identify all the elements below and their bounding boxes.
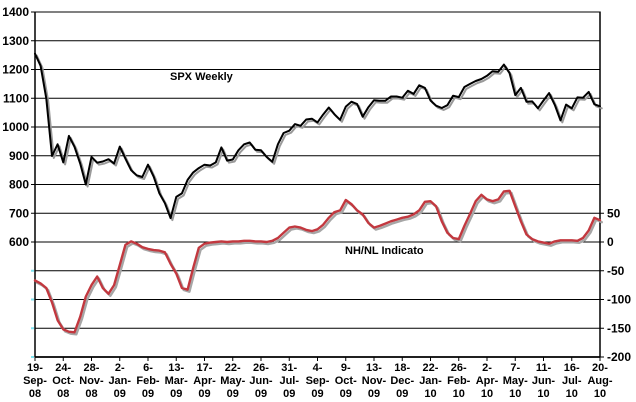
left-axis-tick-label: 800 xyxy=(9,178,29,192)
x-axis-tick-label: 22-Jan-10 xyxy=(419,362,442,400)
right-axis-tick-label: -100 xyxy=(607,293,631,307)
nhnl-series-label: NH/NL Indicato xyxy=(345,245,424,257)
x-axis-tick-label: 19-Sep-08 xyxy=(23,362,47,400)
x-axis-tick-label: 28-Nov-08 xyxy=(79,362,104,400)
right-axis-tick-label: 0 xyxy=(607,235,614,249)
x-axis-tick-label: 20-Aug-10 xyxy=(587,362,612,400)
right-axis-tick-label: -50 xyxy=(607,264,625,278)
spx-line-shadow xyxy=(35,54,603,222)
left-axis-tick-label: 1200 xyxy=(2,63,29,77)
right-axis-tick-label: -200 xyxy=(607,350,631,364)
left-axis-tick-label: 1300 xyxy=(2,34,29,48)
right-axis-tick-label: 50 xyxy=(607,206,621,220)
spx-series-line xyxy=(34,52,601,220)
x-axis-tick-label: 17-Apr-09 xyxy=(193,362,216,400)
x-axis-tick-label: 9-Oct-09 xyxy=(335,362,357,400)
x-axis-tick-label: 26-Jun-09 xyxy=(249,362,273,400)
x-axis-tick-label: 22-May-09 xyxy=(220,362,245,400)
spx-series-label: SPX Weekly xyxy=(170,71,233,83)
right-axis-tick-label: -150 xyxy=(607,321,631,335)
x-axis-tick-label: 6-Feb-09 xyxy=(136,362,160,400)
nhnl-line-shadow xyxy=(35,191,603,336)
x-axis-tick-label: 26-Feb-10 xyxy=(447,362,471,400)
x-axis-tick-label: 31-Jul-09 xyxy=(279,362,299,400)
x-axis-tick-label: 24-Oct-08 xyxy=(52,362,74,400)
left-axis-tick-label: 900 xyxy=(9,149,29,163)
nhnl-series-line xyxy=(33,189,602,334)
left-axis-tick-label: 1100 xyxy=(3,91,29,105)
x-axis-tick-label: 7-May-10 xyxy=(503,362,528,400)
x-axis-tick-label: 18-Dec-09 xyxy=(390,362,414,400)
left-axis-tick-label: 1000 xyxy=(2,120,29,134)
x-axis-tick-label: 2-Jan-09 xyxy=(108,362,131,400)
x-axis-tick-label: 4-Sep-09 xyxy=(306,362,330,400)
left-axis-tick-label: 1400 xyxy=(2,5,29,19)
x-axis-tick-label: 13-Mar-09 xyxy=(165,362,189,400)
left-axis-tick-label: 600 xyxy=(9,235,29,249)
x-axis-tick-label: 11-Jun-10 xyxy=(532,362,556,400)
x-axis-tick-label: 13-Nov-09 xyxy=(362,362,387,400)
x-axis-tick-label: 2-Apr-10 xyxy=(476,362,499,400)
left-axis-tick-label: 700 xyxy=(9,206,29,220)
x-axis-tick-label: 16-Jul-10 xyxy=(562,362,582,400)
